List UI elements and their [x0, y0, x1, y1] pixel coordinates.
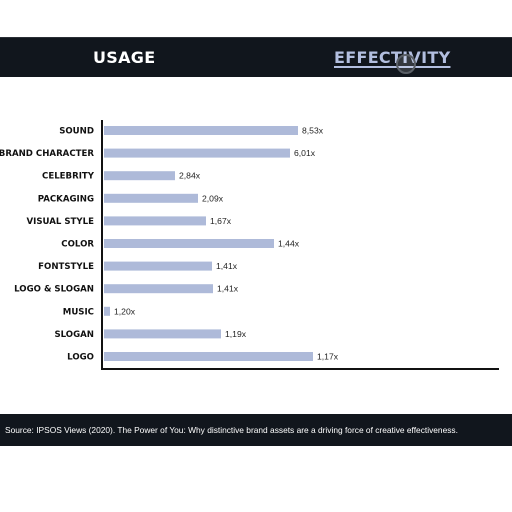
source-footer: Source: IPSOS Views (2020). The Power of… [0, 414, 512, 446]
category-label: SLOGAN [54, 330, 94, 340]
bar [104, 193, 198, 203]
value-label: 8,53x [302, 126, 324, 136]
bar [104, 261, 212, 271]
bar [104, 239, 274, 248]
value-label: 2,84x [179, 171, 201, 181]
bar-chart: SOUND 8,53x BRAND CHARACTER 6,01x CELEBRITY 2… [0, 120, 499, 370]
category-label: SOUND [59, 127, 94, 137]
category-label: VISUAL STYLE [27, 217, 95, 227]
category-label: COLOR [61, 240, 94, 250]
bar [104, 352, 313, 361]
source-text: Source: IPSOS Views (2020). The Power of… [5, 425, 458, 435]
value-label: 1,41x [216, 261, 238, 271]
category-label: LOGO [67, 353, 94, 363]
value-label: 1,67x [210, 216, 232, 226]
category-label: MUSIC [63, 307, 94, 317]
category-label: PACKAGING [38, 194, 94, 204]
category-label: CELEBRITY [42, 172, 95, 182]
category-label: FONTSTYLE [38, 262, 94, 272]
mouse-cursor-icon [396, 54, 416, 74]
value-label: 1,17x [317, 352, 339, 362]
bar [104, 306, 110, 316]
header-bar: USAGE EFFECTIVITY [0, 37, 512, 77]
value-label: 1,19x [225, 329, 247, 339]
value-label: 1,41x [217, 284, 239, 294]
bar [104, 171, 175, 181]
value-label: 1,20x [114, 306, 136, 316]
category-label: BRAND CHARACTER [0, 149, 94, 159]
value-label: 1,44x [278, 239, 300, 249]
value-label: 6,01x [294, 148, 316, 158]
bar [104, 329, 221, 339]
tab-effectivity[interactable]: EFFECTIVITY [334, 48, 451, 67]
tab-usage[interactable]: USAGE [93, 48, 156, 67]
bar [104, 284, 213, 294]
value-label: 2,09x [202, 193, 224, 203]
category-label: LOGO & SLOGAN [14, 285, 94, 295]
bar [104, 216, 206, 226]
bar [104, 148, 290, 158]
bar [104, 126, 298, 135]
